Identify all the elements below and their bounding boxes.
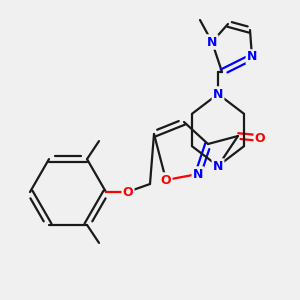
Text: N: N bbox=[213, 160, 223, 172]
Text: O: O bbox=[255, 131, 265, 145]
Text: N: N bbox=[193, 167, 203, 181]
Text: O: O bbox=[123, 185, 133, 199]
Text: N: N bbox=[247, 50, 257, 64]
Text: N: N bbox=[207, 35, 217, 49]
Text: O: O bbox=[161, 173, 171, 187]
Text: N: N bbox=[213, 88, 223, 100]
